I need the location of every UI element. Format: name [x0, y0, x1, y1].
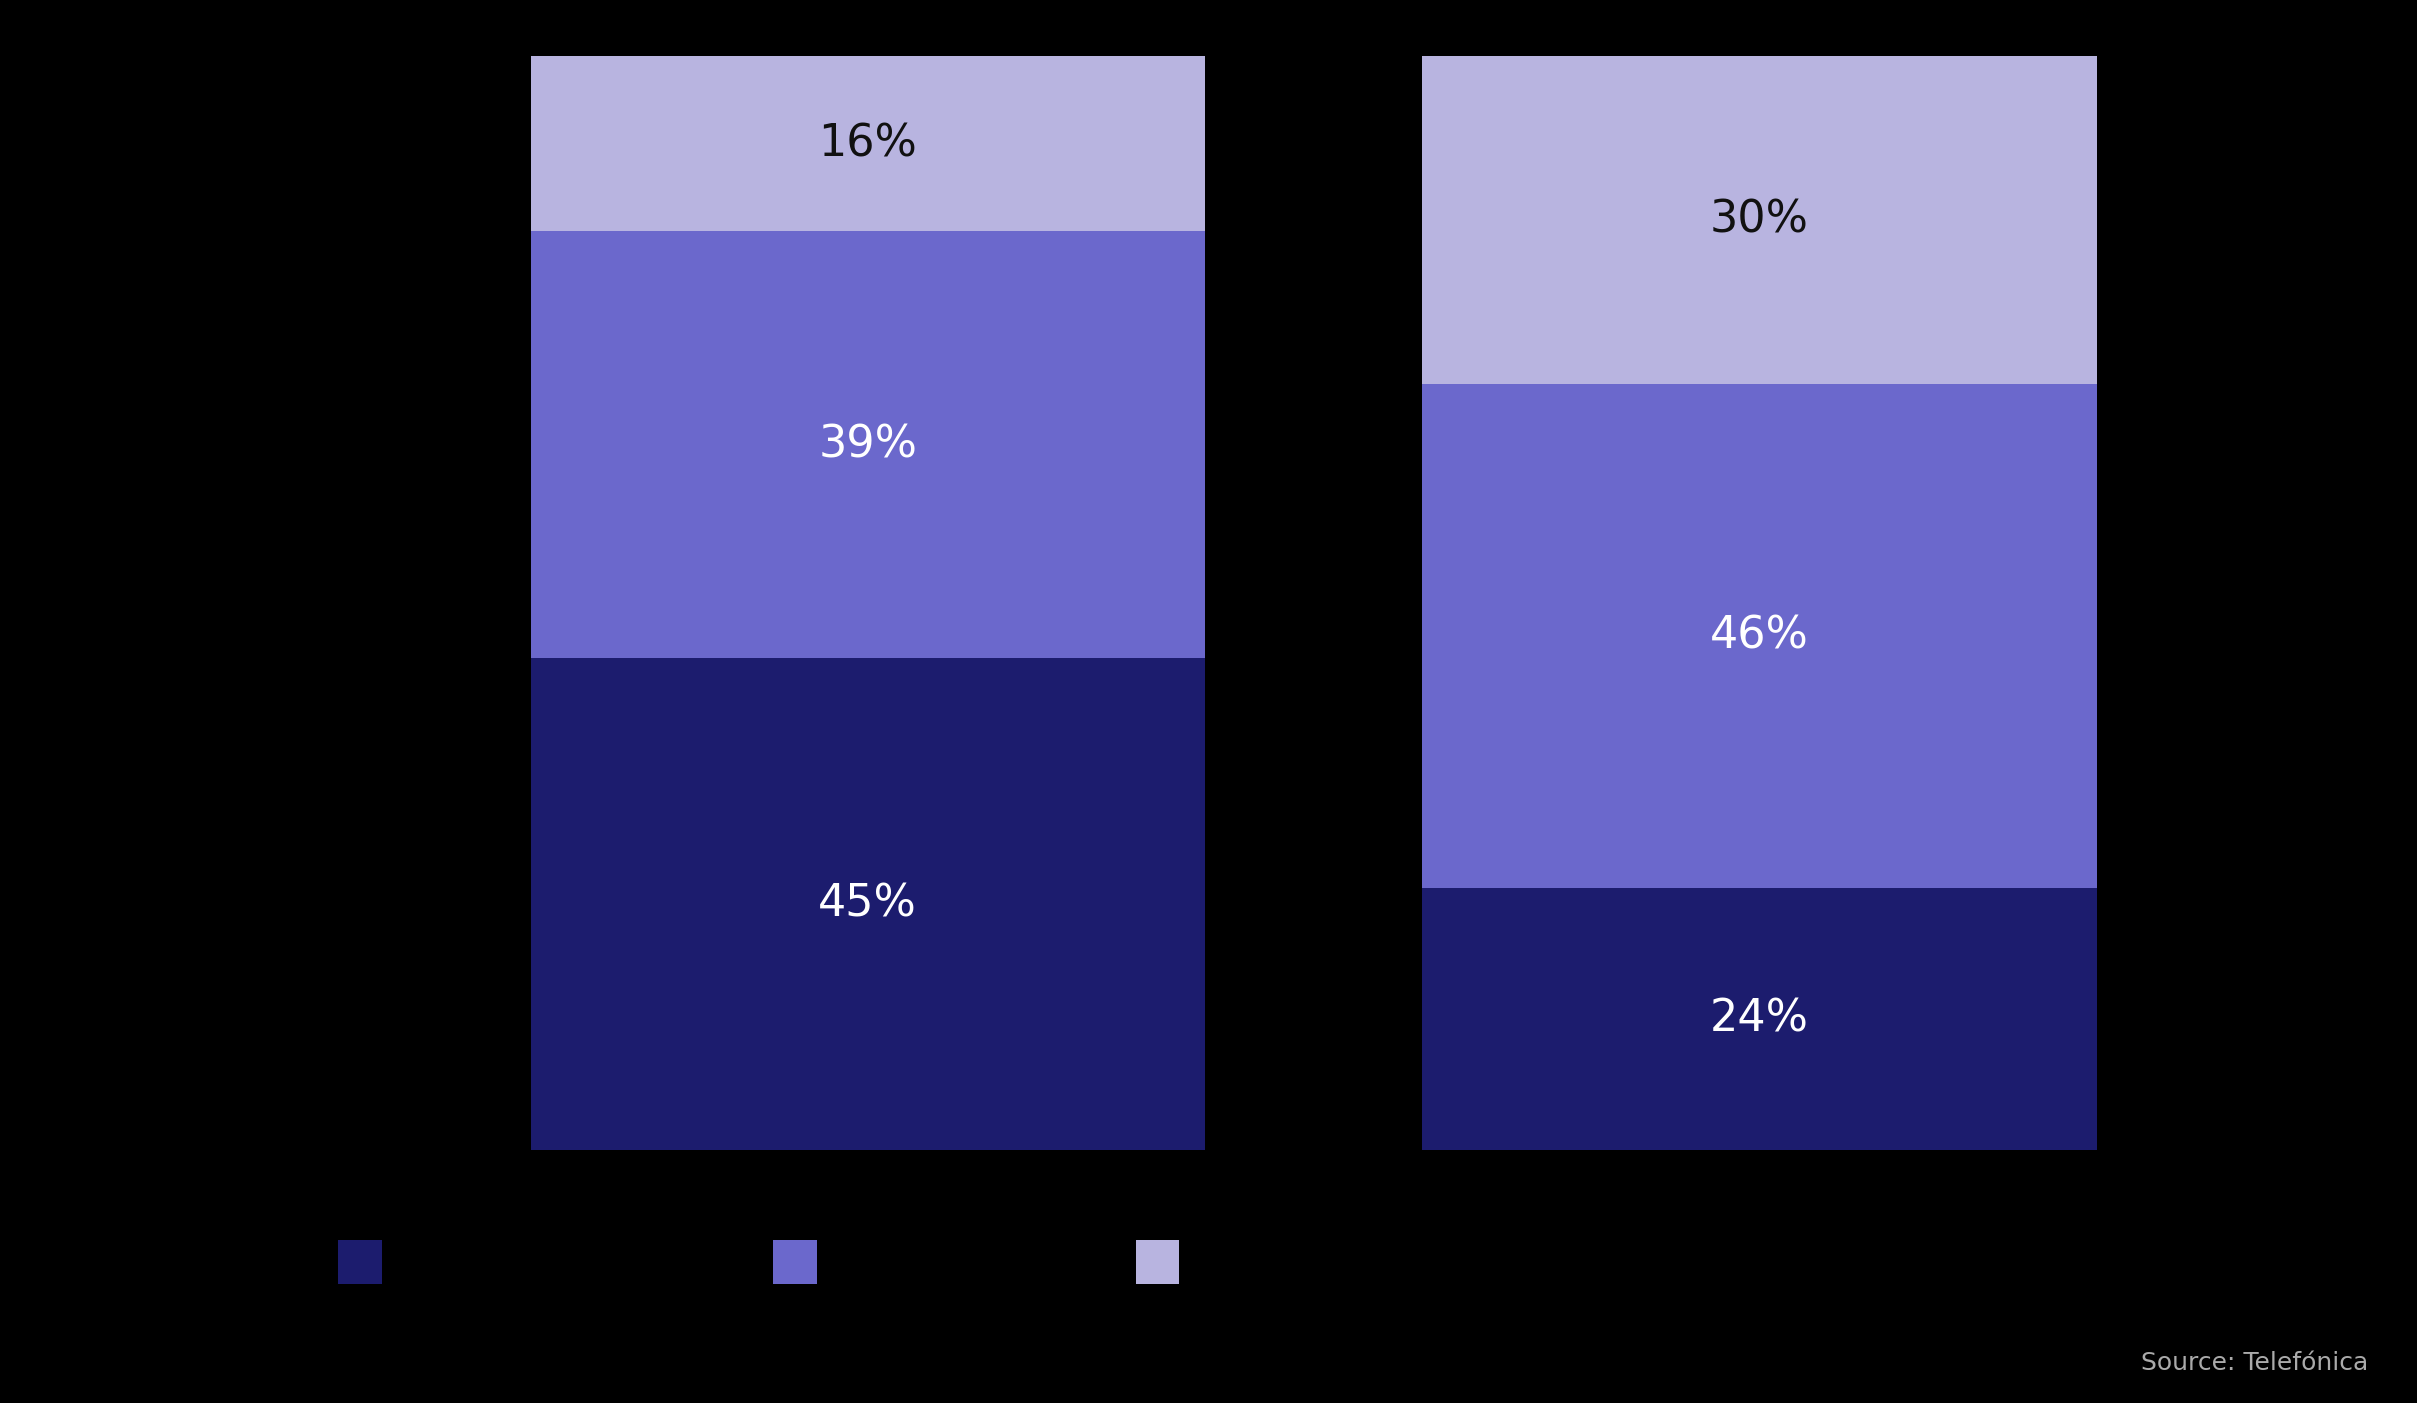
Bar	[532, 231, 1204, 658]
Text: 39%: 39%	[819, 424, 916, 466]
Text: 16%: 16%	[819, 122, 916, 166]
Text: 45%: 45%	[819, 882, 916, 926]
Text: 24%: 24%	[1711, 998, 1808, 1041]
Text: Source: Telefónica: Source: Telefónica	[2141, 1351, 2369, 1375]
Bar	[1421, 888, 2096, 1150]
Text: 46%: 46%	[1711, 615, 1808, 658]
Bar	[1421, 56, 2096, 384]
Bar	[532, 56, 1204, 231]
Text: 30%: 30%	[1711, 199, 1808, 241]
Bar	[1421, 384, 2096, 888]
Bar	[532, 658, 1204, 1150]
